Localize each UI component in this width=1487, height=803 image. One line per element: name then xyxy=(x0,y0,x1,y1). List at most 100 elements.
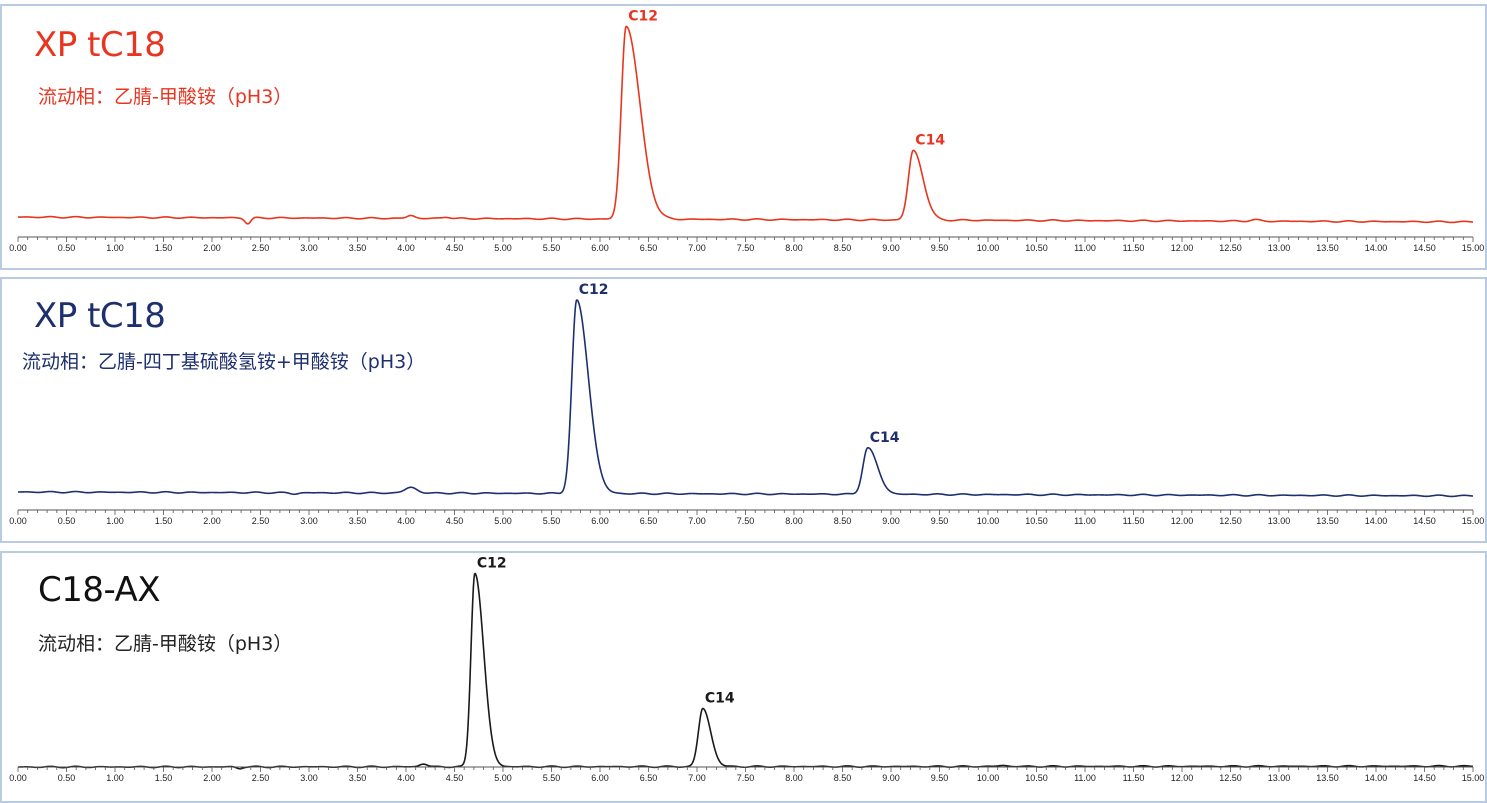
x-tick-label: 6.00 xyxy=(591,773,609,783)
x-tick-label: 3.50 xyxy=(349,773,367,783)
x-tick-label: 0.50 xyxy=(58,516,76,526)
x-tick-label: 15.00 xyxy=(1462,773,1485,783)
peak-label-c12: C12 xyxy=(477,555,507,571)
x-tick-label: 12.50 xyxy=(1219,773,1242,783)
x-tick-label: 14.50 xyxy=(1413,516,1436,526)
x-tick-label: 5.50 xyxy=(543,243,561,253)
x-tick-label: 5.50 xyxy=(543,516,561,526)
x-tick-label: 2.00 xyxy=(203,516,221,526)
x-tick-label: 5.00 xyxy=(494,773,512,783)
chromatogram-plot-3: 0.00 0.50 1.00 1.50 2.00 2.50 3.00 3.50 4.00 4.50… xyxy=(9,555,1485,783)
x-tick-label: 7.50 xyxy=(737,516,755,526)
x-tick-label: 2.00 xyxy=(203,243,221,253)
x-tick-label: 0.50 xyxy=(58,773,76,783)
x-tick-label: 11.50 xyxy=(1123,773,1145,783)
x-tick-label: 11.50 xyxy=(1123,516,1145,526)
x-tick-label: 13.00 xyxy=(1268,243,1291,253)
x-tick-label: 9.00 xyxy=(882,516,900,526)
x-tick-label: 13.50 xyxy=(1316,243,1339,253)
x-tick-label: 13.00 xyxy=(1268,516,1291,526)
x-tick-label: 12.50 xyxy=(1219,243,1242,253)
x-tick-label: 1.50 xyxy=(155,243,173,253)
x-tick-label: 14.00 xyxy=(1365,516,1388,526)
chromatogram-trace xyxy=(17,25,1474,225)
x-tick-label: 13.50 xyxy=(1316,516,1339,526)
x-tick-label: 15.00 xyxy=(1462,243,1485,253)
peak-label-c14: C14 xyxy=(705,690,735,706)
x-tick-label: 10.50 xyxy=(1025,516,1048,526)
chromatogram-plot-2: 0.00 0.50 1.00 1.50 2.00 2.50 3.00 3.50 4.00 4.50… xyxy=(9,282,1485,526)
x-tick-label: 11.00 xyxy=(1074,773,1096,783)
x-tick-label: 1.50 xyxy=(155,773,173,783)
x-tick-label: 9.50 xyxy=(931,243,949,253)
x-tick-label: 3.50 xyxy=(349,516,367,526)
x-tick-label: 7.50 xyxy=(737,773,755,783)
x-tick-label: 5.00 xyxy=(494,516,512,526)
x-tick-label: 0.50 xyxy=(58,243,76,253)
x-tick-label: 15.00 xyxy=(1462,516,1485,526)
x-tick-label: 8.00 xyxy=(785,243,803,253)
x-tick-label: 12.00 xyxy=(1171,773,1194,783)
x-tick-label: 7.50 xyxy=(737,243,755,253)
x-tick-label: 13.00 xyxy=(1268,773,1291,783)
x-tick-label: 2.00 xyxy=(203,773,221,783)
x-tick-label: 1.50 xyxy=(155,516,173,526)
chart-subtitle-2: 流动相：乙腈-四丁基硫酸氢铵+甲酸铵（pH3） xyxy=(22,351,426,373)
x-tick-label: 7.00 xyxy=(688,516,706,526)
x-tick-label: 2.50 xyxy=(252,243,270,253)
x-tick-label: 6.50 xyxy=(640,773,658,783)
peak-label-c12: C12 xyxy=(579,282,609,298)
chromatogram-trace xyxy=(17,572,1474,770)
chromatogram-plot-1: 0.00 0.50 1.00 1.50 2.00 2.50 3.00 3.50 4.00 4.50… xyxy=(9,8,1485,253)
x-tick-label: 14.50 xyxy=(1413,243,1436,253)
x-tick-label: 4.50 xyxy=(446,243,464,253)
peak-label-c14: C14 xyxy=(915,132,945,148)
chart-subtitle-1: 流动相：乙腈-甲酸铵（pH3） xyxy=(38,86,293,108)
x-tick-label: 6.00 xyxy=(591,243,609,253)
x-tick-label: 3.00 xyxy=(300,516,318,526)
x-tick-label: 9.50 xyxy=(931,516,949,526)
x-tick-label: 10.50 xyxy=(1025,243,1048,253)
x-tick-label: 12.00 xyxy=(1171,243,1194,253)
x-tick-label: 9.00 xyxy=(882,773,900,783)
x-tick-label: 0.00 xyxy=(9,243,27,253)
x-tick-label: 0.00 xyxy=(9,516,27,526)
x-tick-label: 8.00 xyxy=(785,773,803,783)
x-tick-label: 5.00 xyxy=(494,243,512,253)
x-tick-label: 13.50 xyxy=(1316,773,1339,783)
chromatogram-panel-3: 0.00 0.50 1.00 1.50 2.00 2.50 3.00 3.50 4.00 4.50… xyxy=(0,551,1487,803)
chromatogram-trace xyxy=(17,299,1474,498)
x-tick-label: 3.50 xyxy=(349,243,367,253)
x-tick-label: 10.00 xyxy=(977,516,1000,526)
x-tick-label: 4.00 xyxy=(397,243,415,253)
x-tick-label: 8.00 xyxy=(785,516,803,526)
chromatogram-panel-2: 0.00 0.50 1.00 1.50 2.00 2.50 3.00 3.50 4.00 4.50… xyxy=(0,277,1487,543)
x-tick-label: 1.00 xyxy=(106,773,124,783)
x-tick-label: 9.00 xyxy=(882,243,900,253)
x-tick-label: 9.50 xyxy=(931,773,949,783)
x-tick-label: 4.50 xyxy=(446,516,464,526)
x-tick-label: 2.50 xyxy=(252,773,270,783)
x-tick-label: 11.50 xyxy=(1123,243,1145,253)
x-tick-label: 4.50 xyxy=(446,773,464,783)
x-tick-label: 6.00 xyxy=(591,516,609,526)
peak-label-c14: C14 xyxy=(870,430,900,446)
x-tick-label: 3.00 xyxy=(300,773,318,783)
x-tick-label: 2.50 xyxy=(252,516,270,526)
x-tick-label: 6.50 xyxy=(640,243,658,253)
chart-subtitle-3: 流动相：乙腈-甲酸铵（pH3） xyxy=(38,633,293,655)
x-tick-label: 7.00 xyxy=(688,243,706,253)
peak-label-c12: C12 xyxy=(628,8,658,24)
x-tick-label: 12.00 xyxy=(1171,516,1194,526)
x-tick-label: 4.00 xyxy=(397,773,415,783)
chart-title-2: XP tC18 xyxy=(34,296,166,336)
x-tick-label: 4.00 xyxy=(397,516,415,526)
x-tick-label: 14.50 xyxy=(1413,773,1436,783)
x-tick-label: 8.50 xyxy=(834,243,852,253)
x-tick-label: 14.00 xyxy=(1365,773,1388,783)
x-tick-label: 3.00 xyxy=(300,243,318,253)
x-tick-label: 10.50 xyxy=(1025,773,1048,783)
x-tick-label: 5.50 xyxy=(543,773,561,783)
x-tick-label: 14.00 xyxy=(1365,243,1388,253)
x-tick-label: 12.50 xyxy=(1219,516,1242,526)
